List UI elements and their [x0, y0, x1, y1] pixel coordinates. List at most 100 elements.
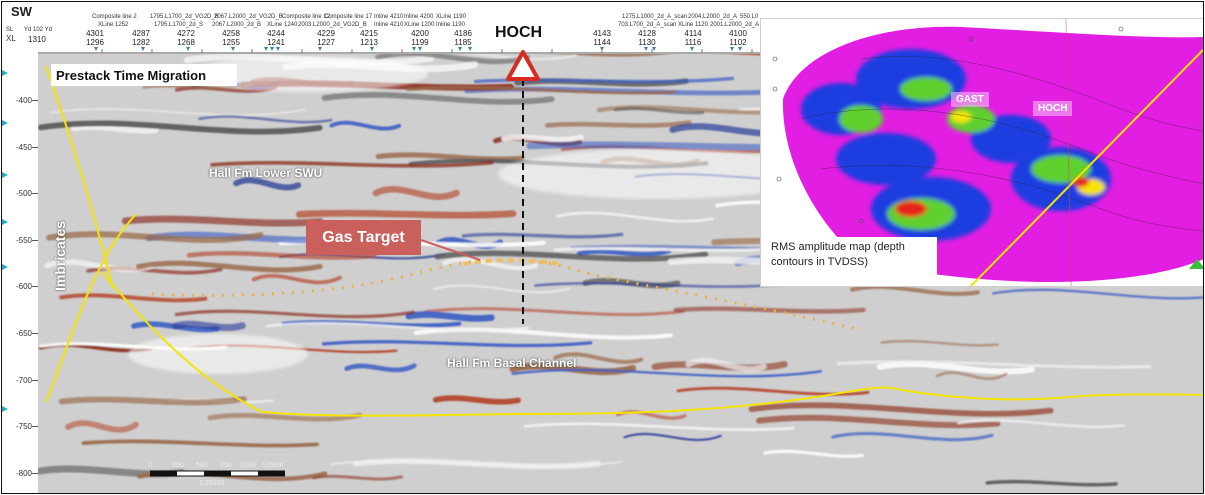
- line-sub-annotation: 2067.L2000_2d_B: [212, 22, 262, 28]
- xl-value: 1130: [638, 38, 656, 47]
- sl-value: 4100: [729, 29, 747, 38]
- seismic-reflector: [434, 250, 709, 262]
- sl-value: 4287: [132, 29, 150, 38]
- y-tick-label: -500: [15, 189, 32, 198]
- seismic-reflector: [576, 248, 672, 257]
- sl-value: 4244: [267, 29, 285, 38]
- y-tick-label: -600: [15, 282, 32, 291]
- seismic-reflector: [836, 360, 1152, 369]
- sl-value: 4200: [411, 29, 429, 38]
- seismic-reflector: [623, 432, 722, 441]
- seismic-reflector: [985, 479, 1118, 487]
- scale-tick-label: 500: [196, 462, 208, 469]
- line-annotation: XLine 1190: [436, 14, 466, 20]
- seismic-reflector: [46, 231, 264, 244]
- seismic-reflector: [251, 273, 342, 285]
- seismic-reflector: [748, 402, 1054, 417]
- seismic-reflector: [432, 395, 521, 405]
- line-annotation: Inline 4210: [374, 14, 404, 20]
- seismic-reflector: [544, 120, 692, 128]
- seismic-reflector: [375, 152, 525, 162]
- direction-label: SW: [11, 4, 32, 19]
- seismic-reflector: [321, 92, 555, 105]
- y-tick-label: -700: [15, 376, 32, 385]
- seismic-reflector: [374, 54, 531, 65]
- line-annotation: 1275.L1000_2d_A_scan: [622, 14, 688, 20]
- seismic-reflector: [461, 232, 624, 239]
- seismic-reflector: [553, 352, 644, 364]
- seismic-reflector: [511, 368, 822, 378]
- seismic-reflector: [329, 120, 402, 131]
- xl-value: 1185: [454, 38, 472, 47]
- seismic-reflector: [831, 432, 994, 442]
- line-sub-annotation: XLine 1120: [678, 22, 708, 28]
- line-sub-annotation: 2003.L2000_2d_VG2D_B: [298, 22, 367, 28]
- map-tag-hoch: HOCH: [1033, 101, 1073, 116]
- time-axis: -400 -450 -500 -550 -600 -650 -700 -750 …: [2, 54, 38, 493]
- xl-value: 1241: [267, 38, 285, 47]
- well-marker-arrow-icon: [2, 264, 8, 270]
- line-annotation: Composite line 2: [92, 14, 137, 20]
- scale-tick-label: 1250m: [262, 462, 284, 469]
- seismic-reflector: [935, 371, 1008, 381]
- imbricates-label: Imbricates: [52, 220, 69, 292]
- seismic-reflector: [321, 340, 593, 348]
- seismic-reflector: [880, 339, 999, 347]
- seismic-reflector: [296, 209, 517, 219]
- sl-value: 4215: [360, 29, 378, 38]
- seismic-reflector: [992, 288, 1203, 300]
- xl-value: 1116: [684, 38, 702, 47]
- seismic-reflector: [38, 120, 323, 135]
- seismic-reflector: [442, 257, 539, 271]
- well-marker-arrow-icon: [2, 406, 8, 412]
- line-sub-annotation: XLine 1200: [404, 22, 435, 28]
- xl-value: 1255: [222, 38, 240, 47]
- seismic-reflector: [65, 420, 139, 433]
- seismic-reflector: [71, 123, 159, 134]
- sl-value: 4229: [317, 29, 335, 38]
- seismic-reflector: [135, 260, 323, 273]
- seismic-reflector: [344, 363, 417, 373]
- xl-value: 1268: [177, 38, 195, 47]
- seismic-reflector: [501, 134, 584, 143]
- well-marker-arrow-icon: [2, 219, 8, 225]
- sl-value: 4186: [454, 29, 472, 38]
- sl-value: 4258: [222, 29, 240, 38]
- seismic-reflector: [676, 386, 870, 396]
- rms-amplitude-map-inset: GAST HOCH RMS amplitude map (depth conto…: [760, 18, 1203, 287]
- y-tick-mark: [32, 100, 38, 101]
- row-label-xl: XL: [6, 34, 16, 43]
- seismic-reflector: [392, 54, 577, 61]
- seismic-reflector: [58, 396, 247, 406]
- seismic-reflector: [876, 361, 1035, 375]
- y-tick-mark: [32, 240, 38, 241]
- line-annotation: Composite line 17: [324, 14, 373, 20]
- scale-ratio: 1:25000: [199, 480, 225, 487]
- seismic-reflector: [957, 418, 1125, 429]
- xl-value: 1144: [593, 38, 611, 47]
- scale-tick-label: 750: [220, 462, 232, 469]
- y-tick-mark: [32, 193, 38, 194]
- y-tick-label: -800: [15, 469, 32, 478]
- y-tick-label: -450: [15, 143, 32, 152]
- line-sub-annotation: Inline 1190: [436, 22, 465, 28]
- well-marker-arrow-icon: [2, 120, 8, 126]
- migration-label: Prestack Time Migration: [51, 64, 237, 86]
- line-annotation: 550.L0: [740, 14, 759, 20]
- first-sl-value: Yd 102 Yd: [24, 27, 52, 33]
- y-tick-mark: [32, 473, 38, 474]
- seismic-reflector: [406, 86, 676, 95]
- seismic-reflector: [353, 458, 602, 470]
- xl-value: 1213: [360, 38, 378, 47]
- xl-value: 1282: [132, 38, 150, 47]
- scale-bar-graphic: [150, 470, 285, 477]
- seismic-reflector: [555, 211, 714, 223]
- seismic-reflector: [685, 357, 767, 372]
- y-tick-label: -400: [15, 96, 32, 105]
- seismic-reflector: [763, 449, 864, 458]
- y-tick-mark: [32, 333, 38, 334]
- sl-value: 4301: [86, 29, 104, 38]
- well-marker-arrow-icon: [2, 172, 8, 178]
- scale-tick-label: 250: [172, 462, 184, 469]
